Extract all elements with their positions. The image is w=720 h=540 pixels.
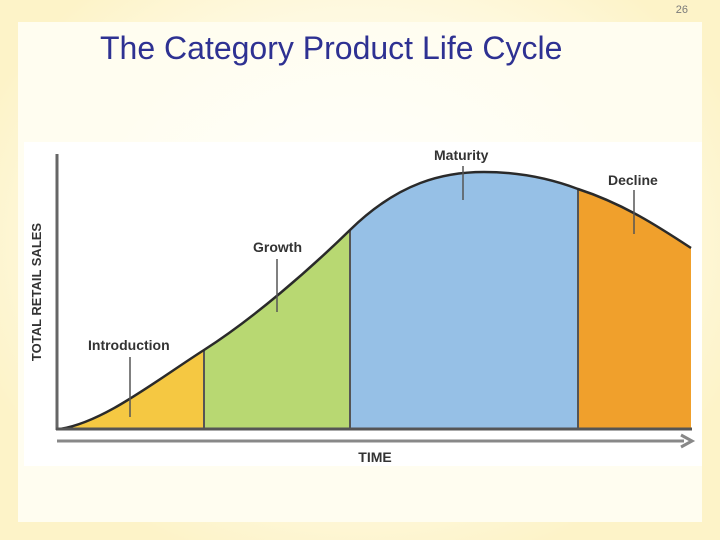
- time-arrow-head: [680, 433, 696, 449]
- page-number: 26: [675, 4, 688, 16]
- stage-label-introduction: Introduction: [88, 337, 170, 353]
- stage-region-maturity: [350, 172, 578, 429]
- stage-label-maturity: Maturity: [434, 147, 489, 163]
- product-life-cycle-diagram: Introduction Growth Maturity Decline TOT…: [24, 142, 702, 466]
- x-axis-label: TIME: [358, 449, 391, 465]
- slide-title: The Category Product Life Cycle: [100, 30, 563, 66]
- life-cycle-svg: Introduction Growth Maturity Decline TOT…: [29, 147, 696, 465]
- sales-curve: [59, 170, 692, 431]
- stage-region-introduction: [60, 350, 204, 429]
- stage-label-decline: Decline: [608, 172, 658, 188]
- stage-region-growth: [204, 230, 350, 429]
- y-axis-label: TOTAL RETAIL SALES: [29, 223, 44, 362]
- stage-region-decline: [578, 189, 691, 429]
- stage-label-growth: Growth: [253, 239, 302, 255]
